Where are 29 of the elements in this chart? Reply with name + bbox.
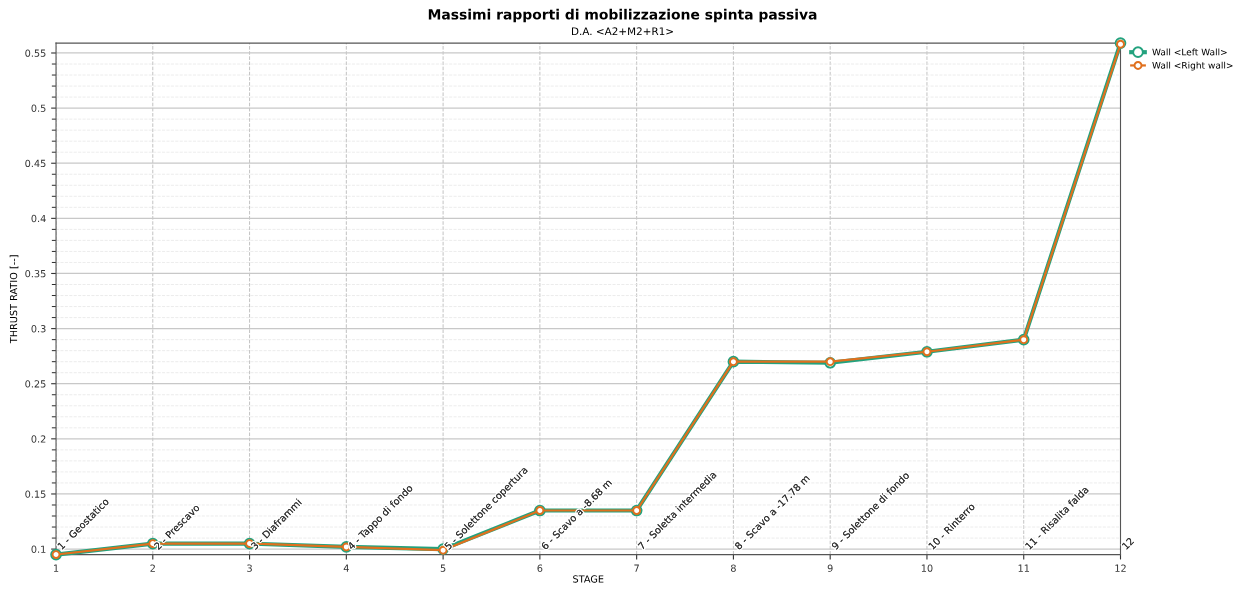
y-tick-label: 0.25 (25, 380, 46, 388)
chart-subtitle: D.A. <A2+M2+R1> (572, 27, 673, 35)
x-tick-label: 4 (343, 564, 349, 572)
y-tick-label: 0.45 (25, 159, 46, 168)
y-tick-label: 0.2 (31, 435, 46, 443)
y-tick-label: 0.4 (31, 214, 46, 223)
x-tick-label: 1 (54, 564, 59, 572)
y-axis-title: THRUST RATIO [--] (9, 255, 19, 344)
x-tick-label: 7 (634, 564, 639, 572)
y-tick-label: 0.5 (31, 104, 46, 112)
legend-label: Wall <Left Wall> (1152, 48, 1227, 56)
y-tick-label: 0.35 (25, 269, 46, 278)
y-tick-label: 0.15 (25, 490, 46, 498)
y-tick-label: 0.1 (31, 545, 46, 553)
x-tick-label: 2 (150, 564, 155, 572)
x-tick-label: 8 (730, 564, 736, 572)
x-tick-label: 12 (1115, 564, 1126, 572)
x-tick-label: 3 (247, 564, 252, 572)
text: 12 (1121, 537, 1135, 550)
x-tick-label: 9 (827, 564, 833, 572)
x-tick-label: 5 (440, 564, 446, 572)
x-tick-label: 6 (537, 564, 543, 572)
y-tick-label: 0.55 (25, 49, 46, 57)
x-axis-title: STAGE (573, 575, 604, 583)
legend-label: Wall <Right wall> (1152, 61, 1233, 71)
y-tick-label: 0.3 (31, 325, 46, 333)
chart-title: Massimi rapporti di mobilizzazione spinta passiva (428, 8, 817, 23)
x-tick-label: 10 (921, 564, 933, 572)
x-tick-label: 11 (1018, 564, 1030, 572)
